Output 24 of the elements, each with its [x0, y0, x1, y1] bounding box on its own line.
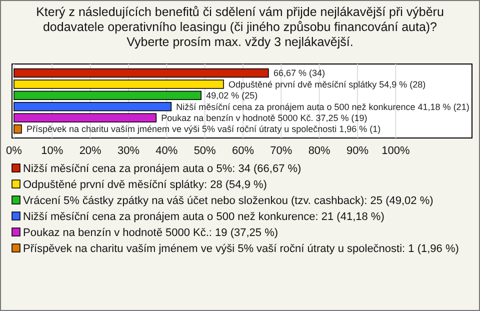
- x-tick-label: 20%: [79, 145, 102, 157]
- x-tick-label: 90%: [346, 145, 369, 157]
- chart-title: Který z následujících benefitů či sdělení vám přijde nejlákavější při výběru dodavatele operativního leasingu (či jiného způsobu financování auta)? Vyberte prosím max. vždy 3 nejlákavější.: [36, 5, 444, 49]
- data-label: Poukaz na benzín v hodnotě 5000 Kč. 37,25 % (19): [161, 112, 368, 123]
- data-label: 66,67 % (34): [273, 68, 325, 78]
- legend-label: Odpuštěné první dvě měsíční splátky: 28 (54,9 %): [23, 179, 267, 191]
- x-tick-label: 30%: [117, 145, 140, 157]
- legend-label: Poukaz na benzín v hodnotě 5000 Kč.: 19 (37,25 %): [23, 227, 278, 239]
- x-tick-label: 50%: [194, 145, 216, 157]
- x-tick-label: 0%: [6, 145, 22, 157]
- x-tick-label: 70%: [270, 145, 292, 157]
- data-label: Odpuštěné první dvě měsíční splátky 54,9 % (28): [228, 79, 426, 90]
- legend-label: Nižší měsíční cena za pronájem auta o 5%: 34 (66,67 %): [23, 163, 302, 175]
- data-label: 49,02 % (25): [206, 90, 258, 101]
- x-tick-label: 40%: [156, 145, 178, 157]
- x-tick-label: 10%: [41, 145, 64, 157]
- legend-label: Příspěvek na charitu vaším jménem ve výši 5% vaší roční útraty u společnosti: 1 (1,96 %): [23, 243, 459, 255]
- x-tick-label: 60%: [232, 145, 254, 157]
- data-label: Příspěvek na charitu vaším jménem ve výši 5% vaší roční útraty u společnosti 1,96 % (1): [26, 124, 381, 134]
- legend-label: Nižší měsíční cena za pronájem auta o 500 než konkurence: 21 (41,18 %): [23, 211, 384, 223]
- legend-label: Vrácení 5% částky zpátky na váš účet nebo složenkou (tzv. cashback): 25 (49,02 %): [23, 195, 434, 207]
- x-tick-label: 80%: [308, 145, 331, 157]
- data-label: Nižší měsíční cena za pronájem auta o 500 než konkurence 41,18 % (21): [176, 102, 470, 112]
- x-tick-label: 100%: [382, 145, 410, 157]
